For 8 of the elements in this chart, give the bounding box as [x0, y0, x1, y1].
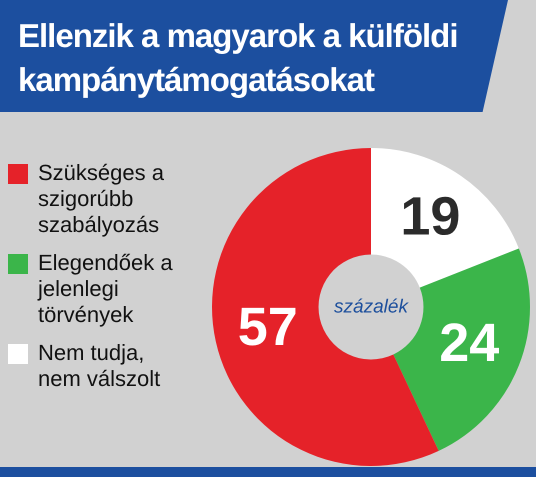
data-label: 19 — [400, 186, 460, 246]
data-label: 24 — [439, 312, 500, 373]
data-label: 57 — [238, 296, 298, 357]
legend-label: Nem tudja, nem válszolt — [38, 340, 162, 392]
legend-label: Elegendőek a jelenlegi törvények — [38, 250, 174, 328]
chart-title: Ellenzik a magyarok a külföldi kampánytámogatásokat — [18, 16, 458, 100]
legend-label: Szükséges a szigorúbb szabályozás — [38, 160, 165, 238]
text: százalék — [334, 296, 410, 318]
